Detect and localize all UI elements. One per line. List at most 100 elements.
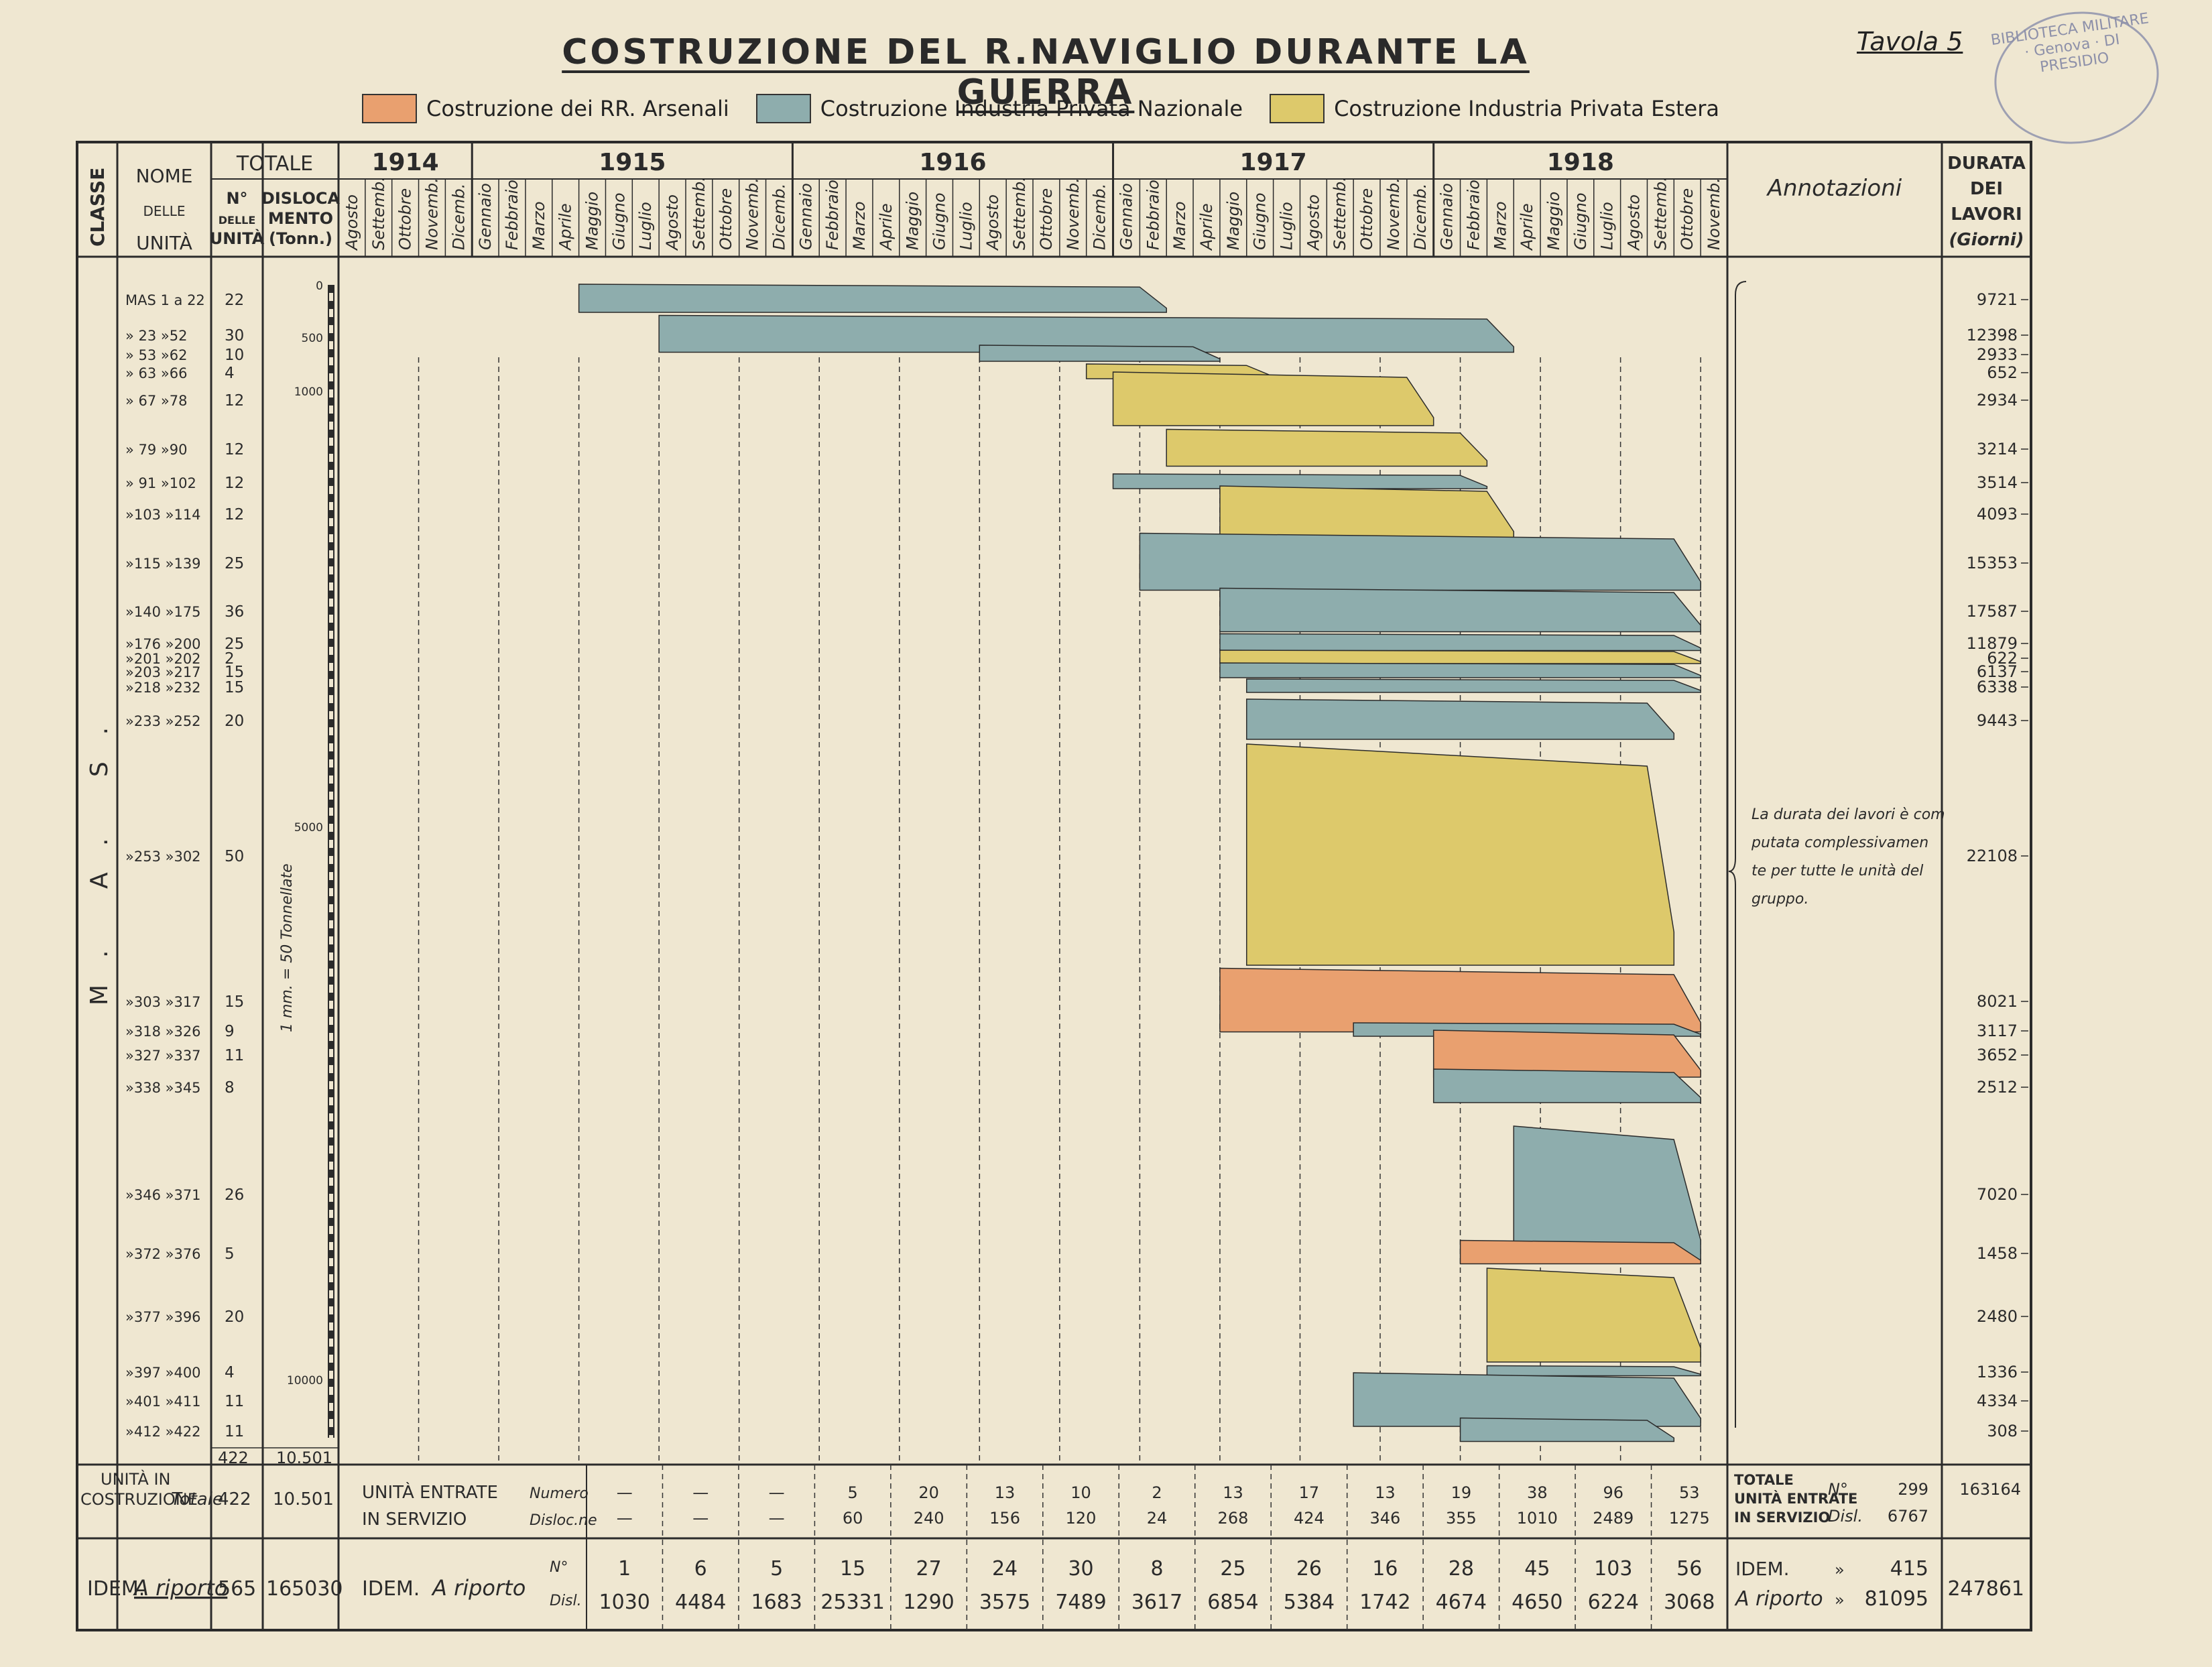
- month-label: Giugno: [1251, 192, 1270, 250]
- gantt-bar: [578, 284, 1167, 313]
- es-disloc-label: Disloc.ne: [530, 1512, 597, 1529]
- scale-segment: [328, 526, 334, 534]
- scale-segment: [328, 1137, 334, 1146]
- es-numero-cell: 13: [1375, 1483, 1396, 1502]
- year-label-1918: 1918: [1547, 149, 1614, 176]
- rp-disloc-cell: 6224: [1588, 1591, 1639, 1614]
- scale-tick: 0: [316, 280, 323, 293]
- scale-segment: [328, 414, 334, 422]
- legend-item-1: Costruzione Industria Privata Nazionale: [755, 94, 1243, 123]
- month-label: Gennaio: [796, 183, 815, 250]
- scale-segment: [328, 993, 334, 1001]
- month-label: Settemb.: [369, 176, 388, 250]
- rp-disloc-cell: 4674: [1436, 1591, 1487, 1614]
- rp-disloc-cell: 3617: [1131, 1591, 1182, 1614]
- scale-segment: [328, 719, 334, 727]
- legend-swatch: [1270, 94, 1325, 123]
- month-label: Maggio: [904, 192, 922, 250]
- scale-segment: [328, 285, 334, 293]
- uc-label-2: COSTRUZIONE: [80, 1490, 198, 1509]
- scale-segment: [328, 1009, 334, 1017]
- unit-name: » 91 »102: [125, 475, 196, 491]
- es-disloc-cell: 156: [989, 1509, 1020, 1528]
- month-label: Settemb.: [1651, 176, 1670, 250]
- es-tot-label-2: UNITÀ ENTRATE: [1734, 1490, 1857, 1507]
- scale-segment: [328, 333, 334, 341]
- unit-count: 25: [225, 635, 244, 653]
- rp-numero-cell: 56: [1676, 1557, 1702, 1581]
- unit-count: 25: [225, 555, 244, 572]
- scale-segment: [328, 1089, 334, 1097]
- rp-disloc-cell: 1742: [1359, 1591, 1410, 1614]
- scale-segment: [328, 1347, 334, 1355]
- es-tot-d: 6767: [1888, 1507, 1928, 1526]
- month-label: Settemb.: [690, 176, 709, 250]
- year-label-1917: 1917: [1240, 149, 1307, 176]
- annotation-note: gruppo.: [1752, 891, 1808, 908]
- month-label: Novemb.: [1064, 178, 1083, 250]
- es-disloc-cell: 60: [843, 1509, 863, 1528]
- unit-count: 12: [225, 475, 244, 492]
- rp-numero-cell: 24: [992, 1557, 1018, 1581]
- unit-name: » 67 »78: [125, 393, 188, 409]
- es-disloc-cell: 346: [1369, 1509, 1400, 1528]
- legend-label: Costruzione Industria Privata Estera: [1334, 96, 1719, 121]
- scale-segment: [328, 703, 334, 711]
- es-numero-cell: 17: [1299, 1483, 1320, 1502]
- month-label: Febbraio: [1144, 180, 1162, 250]
- month-label: Maggio: [1224, 192, 1243, 250]
- gantt-bar: [1353, 1372, 1701, 1427]
- unit-name: »372 »376: [125, 1246, 201, 1262]
- rp-tot-n-label: »: [1835, 1560, 1845, 1579]
- es-numero-label: Numero: [530, 1485, 589, 1502]
- unit-duration: 3214: [1977, 440, 2018, 458]
- scale-segment: [328, 1121, 334, 1129]
- rp-numero-cell: 1: [618, 1557, 631, 1581]
- header-totale: TOTALE: [236, 152, 313, 176]
- es-disloc-cell: 355: [1446, 1509, 1477, 1528]
- month-label: Novemb.: [1705, 178, 1723, 250]
- rp-numero-cell: 30: [1068, 1557, 1093, 1581]
- unit-name: »397 »400: [125, 1365, 201, 1381]
- es-numero-cell: 2: [1152, 1483, 1162, 1502]
- scale-segment: [328, 542, 334, 550]
- rp-disloc-cell: 5384: [1284, 1591, 1335, 1614]
- month-label: Gennaio: [1438, 183, 1457, 250]
- scale-segment: [328, 1025, 334, 1033]
- scale-segment: [328, 1154, 334, 1162]
- es-disloc-cell: —: [617, 1509, 633, 1528]
- es-tot-d-label: Disl.: [1828, 1507, 1863, 1526]
- scale-segment: [328, 317, 334, 325]
- month-label: Agosto: [1304, 194, 1323, 251]
- unit-name: » 53 »62: [125, 347, 188, 363]
- unit-name: »318 »326: [125, 1024, 201, 1040]
- scale-segment: [328, 767, 334, 776]
- uc-n: 422: [218, 1489, 251, 1509]
- scale-segment: [328, 1250, 334, 1258]
- scale-segment: [328, 301, 334, 309]
- unit-count: 12: [225, 506, 244, 523]
- unit-count: 20: [225, 713, 244, 730]
- scale-segment: [328, 365, 334, 373]
- gantt-bar: [979, 345, 1221, 362]
- scale-segment: [328, 816, 334, 824]
- es-disloc-cell: —: [769, 1509, 785, 1528]
- chart-title: COSTRUZIONE DEL R.NAVIGLIO DURANTE LA GU…: [562, 32, 1530, 113]
- rp-tot-d: 81095: [1865, 1587, 1928, 1611]
- es-disloc-cell: 2489: [1593, 1509, 1634, 1528]
- scale-tick: 5000: [294, 821, 323, 835]
- es-disloc-cell: 268: [1218, 1509, 1249, 1528]
- scale-segment: [328, 1363, 334, 1371]
- scale-segment: [328, 896, 334, 904]
- month-label: Febbraio: [1464, 180, 1483, 250]
- month-label: Novemb.: [743, 178, 762, 250]
- month-label: Ottobre: [1037, 188, 1056, 250]
- unit-count: 20: [225, 1308, 244, 1326]
- month-label: Settemb.: [1331, 176, 1349, 250]
- unit-name: »103 »114: [125, 507, 201, 523]
- es-tot-n: 299: [1898, 1480, 1928, 1499]
- uc-totale-label: Totale: [171, 1489, 223, 1509]
- rp-n: 565: [218, 1577, 256, 1601]
- scale-note: 1 mm. = 50 Tonnellate: [279, 863, 296, 1032]
